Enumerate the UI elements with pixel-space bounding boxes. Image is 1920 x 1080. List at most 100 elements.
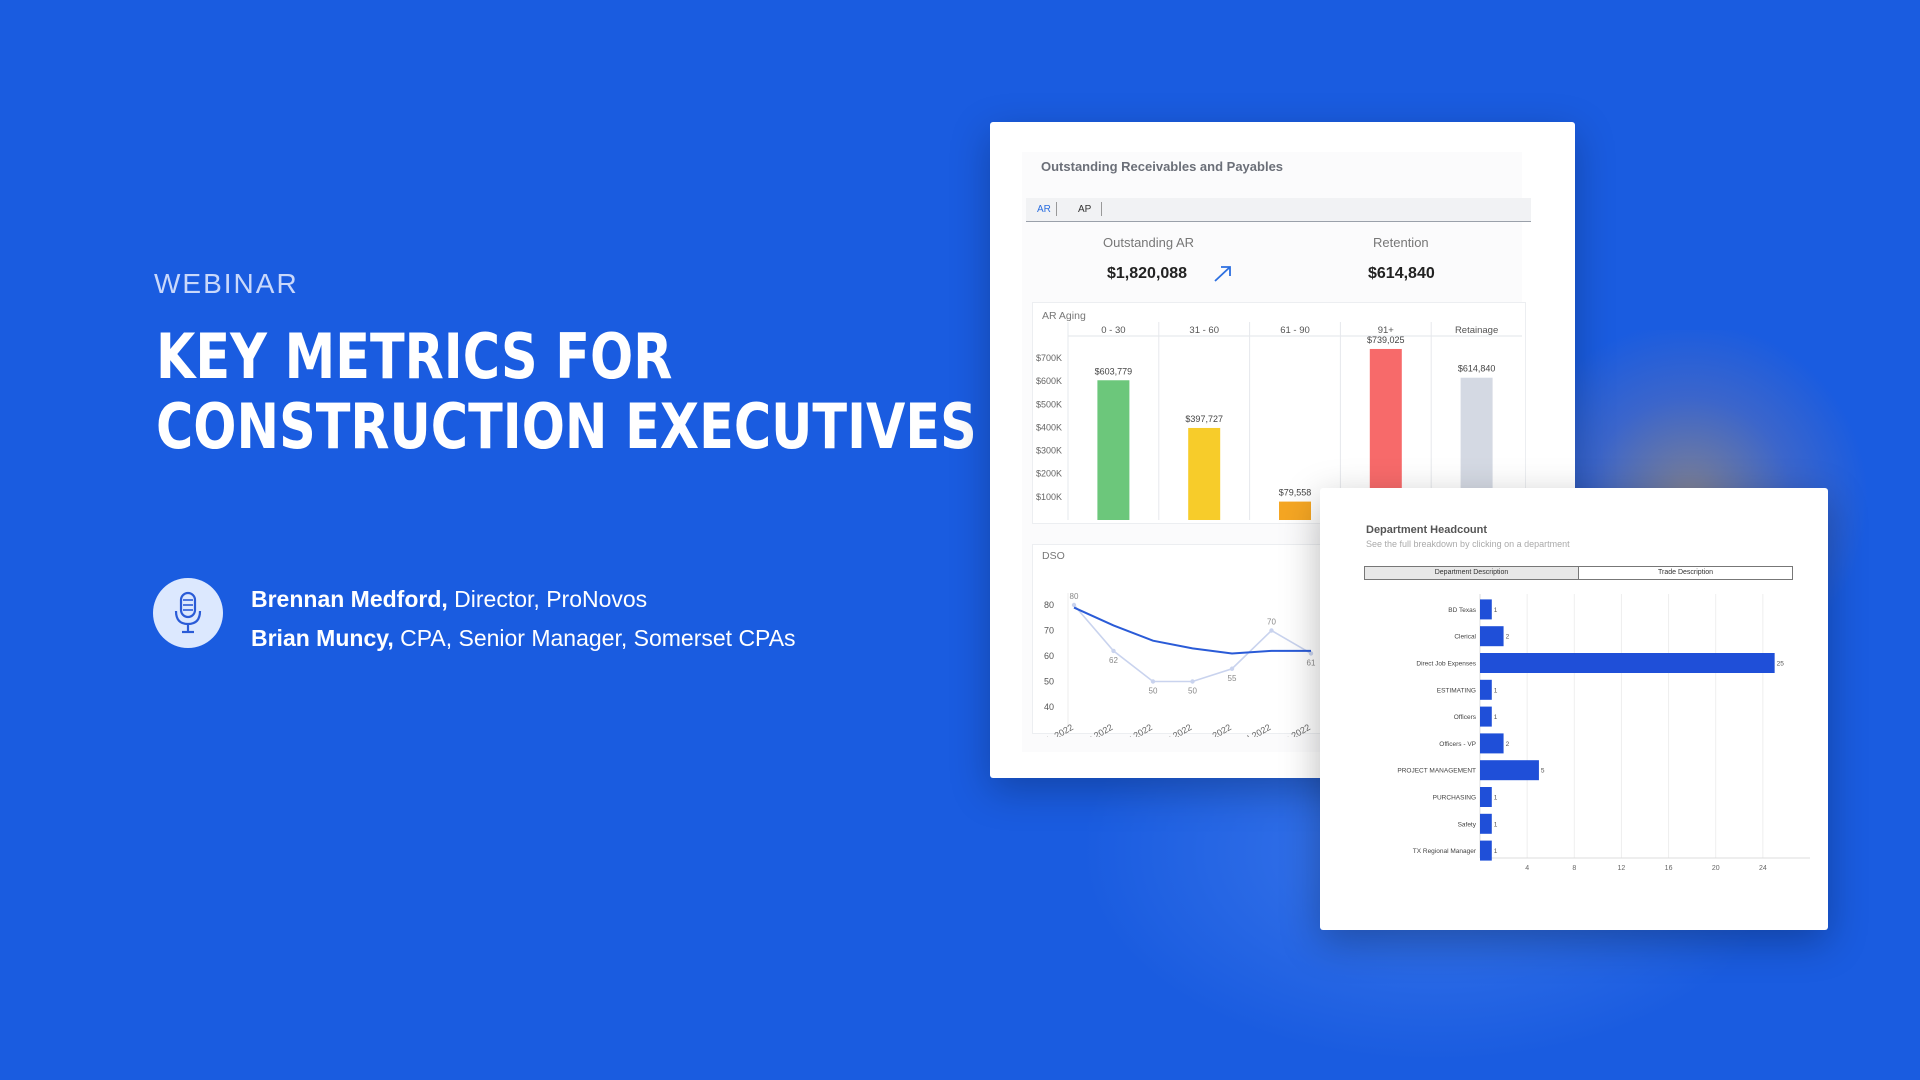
dso-y-tick-label: 60	[1044, 651, 1054, 661]
speaker-2-role: CPA, Senior Manager, Somerset CPAs	[393, 625, 796, 651]
department-headcount-card: Department Headcount See the full breakd…	[1320, 488, 1828, 930]
headcount-category-label: Officers	[1454, 714, 1477, 721]
headcount-bar	[1480, 599, 1492, 620]
ar-ap-tabbar: AR AP	[1026, 198, 1531, 222]
dso-y-tick-label: 50	[1044, 677, 1054, 687]
arrow-up-right-icon	[1214, 266, 1231, 282]
dso-x-tick-label: Jun-2022	[1195, 722, 1233, 737]
speaker-2-name: Brian Muncy,	[251, 625, 394, 651]
dso-x-tick-label: Jul-2022	[1238, 722, 1273, 737]
dso-x-tick-label: Mar-2022	[1076, 722, 1114, 737]
retention-label: Retention	[1373, 235, 1429, 250]
tab-ar[interactable]: AR	[1037, 204, 1051, 215]
dso-x-tick-label: Aug-2022	[1273, 722, 1312, 737]
dso-point	[1308, 651, 1314, 656]
headcount-bar	[1480, 653, 1775, 673]
aging-value-label: $739,025	[1367, 335, 1405, 345]
dso-point	[1269, 628, 1274, 633]
aging-y-tick-label: $700K	[1036, 353, 1062, 363]
tab-trade-description[interactable]: Trade Description	[1658, 569, 1713, 576]
headcount-x-tick-label: 12	[1618, 865, 1626, 872]
aging-y-tick-label: $300K	[1036, 446, 1062, 456]
headline-line-2: CONSTRUCTION EXECUTIVES	[156, 390, 977, 463]
headcount-category-label: Direct Job Expenses	[1416, 661, 1476, 668]
headcount-bar	[1480, 787, 1492, 807]
aging-category-label: Retainage	[1455, 325, 1498, 336]
headcount-value-label: 5	[1541, 768, 1545, 775]
headcount-x-tick-label: 24	[1759, 865, 1767, 872]
webinar-label: WEBINAR	[154, 268, 299, 299]
ar-aging-label: AR Aging	[1042, 310, 1086, 322]
headcount-value-label: 1	[1494, 714, 1498, 721]
speaker-1-role: Director, ProNovos	[447, 586, 648, 612]
dso-point-label: 61	[1307, 658, 1316, 667]
retention-value: $614,840	[1368, 265, 1435, 282]
dso-series-line-light	[1073, 604, 1312, 683]
headcount-x-tick-label: 16	[1665, 865, 1673, 872]
headcount-x-tick-label: 4	[1525, 865, 1529, 872]
headcount-value-label: 25	[1777, 661, 1785, 668]
aging-value-label: $614,840	[1458, 364, 1496, 374]
speaker-list: Brennan Medford, Director, ProNovos Bria…	[251, 580, 796, 658]
headcount-category-label: ESTIMATING	[1437, 687, 1476, 694]
dso-point-label: 50	[1188, 687, 1197, 696]
headline: KEY METRICS FOR CONSTRUCTION EXECUTIVES	[156, 322, 977, 463]
headcount-value-label: 2	[1506, 741, 1510, 748]
aging-bar	[1279, 501, 1311, 520]
dso-y-tick-label: 70	[1044, 626, 1054, 636]
dso-point-label: 70	[1267, 618, 1276, 627]
headcount-value-label: 1	[1494, 607, 1498, 614]
headcount-value-label: 2	[1506, 634, 1510, 641]
speaker-1: Brennan Medford, Director, ProNovos	[251, 580, 796, 619]
headcount-value-label: 1	[1494, 848, 1498, 855]
dso-x-tick-label: Feb-2022	[1037, 722, 1075, 737]
aging-category-label: 0 - 30	[1101, 325, 1125, 336]
dso-point	[1229, 666, 1235, 671]
aging-y-tick-label: $200K	[1036, 469, 1062, 479]
headcount-category-label: TX Regional Manager	[1413, 848, 1477, 855]
aging-y-tick-label: $100K	[1036, 492, 1062, 502]
microphone-icon	[153, 578, 223, 648]
headcount-title: Department Headcount	[1366, 524, 1488, 536]
dso-y-tick-label: 40	[1044, 702, 1054, 712]
dso-series-line	[1073, 606, 1311, 655]
aging-y-tick-label: $400K	[1036, 422, 1062, 432]
dso-x-tick-label: May-2022	[1154, 722, 1194, 737]
headcount-value-label: 1	[1494, 795, 1498, 802]
tab-separator	[1101, 202, 1102, 216]
aging-y-tick-label: $500K	[1036, 399, 1062, 409]
outstanding-ar-label: Outstanding AR	[1103, 235, 1195, 250]
headcount-value-label: 1	[1494, 687, 1498, 694]
headcount-value-label: 1	[1494, 821, 1498, 828]
tab-department-description[interactable]: Department Description	[1365, 567, 1579, 579]
tab-ap[interactable]: AP	[1078, 204, 1092, 215]
dso-point-label: 80	[1070, 592, 1079, 601]
aging-bar	[1188, 427, 1221, 520]
headcount-x-tick-label: 20	[1712, 865, 1720, 872]
headcount-tabs: Department Description Trade Description	[1364, 566, 1793, 580]
dso-y-tick-label: 80	[1044, 600, 1054, 610]
headcount-category-label: Safety	[1458, 821, 1477, 828]
aging-value-label: $397,727	[1185, 414, 1223, 424]
headcount-bar	[1480, 679, 1492, 700]
dso-point	[1111, 648, 1116, 654]
aging-category-label: 61 - 90	[1280, 325, 1310, 336]
dso-point	[1150, 679, 1156, 684]
tab-separator	[1056, 202, 1057, 216]
dso-point-label: 62	[1109, 656, 1118, 665]
speaker-1-name: Brennan Medford,	[251, 586, 448, 612]
headcount-bar	[1480, 813, 1492, 834]
dso-point-label: 50	[1149, 687, 1158, 696]
headcount-x-tick-label: 8	[1572, 865, 1576, 872]
headcount-bar	[1480, 626, 1504, 647]
aging-category-label: 91+	[1378, 325, 1395, 336]
outstanding-ar-value: $1,820,088	[1107, 265, 1188, 282]
dso-point	[1071, 602, 1077, 608]
headcount-category-label: Officers - VP	[1439, 741, 1476, 748]
headcount-subtitle: See the full breakdown by clicking on a …	[1366, 539, 1570, 549]
dso-x-tick-label: Apr-2022	[1117, 722, 1154, 737]
headcount-bar	[1480, 706, 1492, 727]
headcount-category-label: Clerical	[1454, 634, 1476, 641]
headcount-bar	[1480, 733, 1504, 754]
